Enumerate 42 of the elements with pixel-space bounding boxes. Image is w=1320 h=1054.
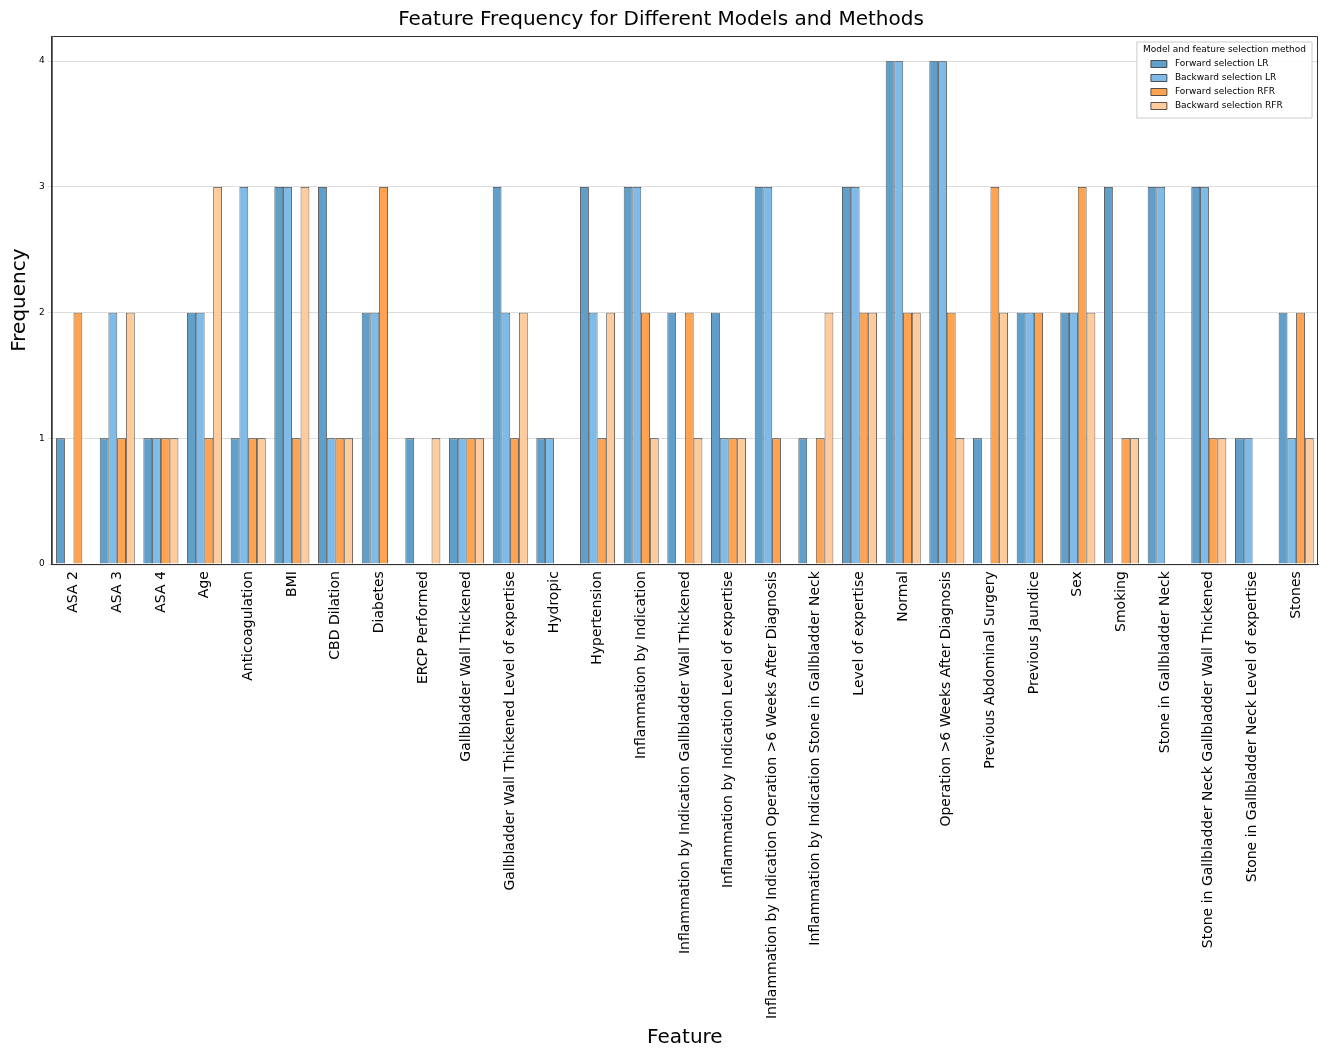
- y-tick-label: 2: [38, 306, 45, 317]
- x-tick-label: Inflammation by Indication Gallbladder Wall Thickened: [675, 571, 692, 955]
- x-tick-label: Age: [195, 571, 212, 599]
- x-tick-label: Anticoagulation: [238, 571, 255, 681]
- legend-title: Model and feature selection method: [1142, 44, 1307, 55]
- x-tick-label: ASA 2: [64, 571, 81, 613]
- x-tick-label: Sex: [1068, 571, 1085, 597]
- x-tick-label: Inflammation by Indication: [631, 571, 648, 760]
- x-tick-label: Normal: [893, 571, 910, 622]
- x-tick-label: Smoking: [1112, 571, 1129, 632]
- x-tick-label: CBD Dilation: [326, 571, 343, 660]
- x-tick-label: Inflammation by Indication Operation >6 Weeks After Diagnosis: [762, 571, 779, 1020]
- x-tick-label: Inflammation by Indication Stone in Gallbladder Neck: [806, 570, 823, 946]
- x-tick-label: Stone in Gallbladder Neck Level of expertise: [1243, 571, 1260, 883]
- x-tick-label: Stone in Gallbladder Neck Gallbladder Wall Thickened: [1199, 571, 1216, 949]
- legend-label: Backward selection LR: [1174, 72, 1277, 83]
- x-tick-label: Stones: [1286, 571, 1303, 619]
- legend-label: Forward selection LR: [1174, 58, 1269, 69]
- y-axis-title: Frequency: [6, 248, 31, 352]
- chart-title: Feature Frequency for Different Models and Methods: [398, 6, 924, 31]
- x-tick-label: Diabetes: [369, 571, 386, 634]
- y-tick-label: 3: [38, 181, 45, 192]
- x-tick-label: Operation >6 Weeks After Diagnosis: [937, 571, 954, 827]
- x-tick-label: BMI: [282, 571, 299, 597]
- y-tick-label: 4: [38, 55, 45, 66]
- x-tick-label: Hydropic: [544, 571, 561, 634]
- legend-label: Backward selection RFR: [1174, 100, 1283, 111]
- y-tick-label: 0: [38, 558, 45, 569]
- x-tick-label: Hypertension: [588, 571, 605, 665]
- x-tick-label: Gallbladder Wall Thickened: [457, 571, 474, 762]
- x-tick-label: Inflammation by Indication Level of expertise: [719, 571, 736, 889]
- x-axis-title: Feature: [647, 1024, 723, 1049]
- x-tick-label: Gallbladder Wall Thickened Level of expertise: [500, 571, 517, 891]
- x-tick-label: ASA 4: [151, 571, 168, 613]
- x-tick-label: Previous Jaundice: [1024, 571, 1041, 695]
- x-tick-label: ASA 3: [107, 571, 124, 613]
- x-tick-label: Previous Abdominal Surgery: [981, 571, 998, 769]
- x-tick-label: ERCP Performed: [413, 571, 430, 685]
- y-tick-label: 1: [38, 432, 45, 443]
- x-tick-label: Level of expertise: [850, 571, 867, 696]
- legend-label: Forward selection RFR: [1174, 86, 1275, 97]
- x-tick-label: Stone in Gallbladder Neck: [1155, 570, 1172, 754]
